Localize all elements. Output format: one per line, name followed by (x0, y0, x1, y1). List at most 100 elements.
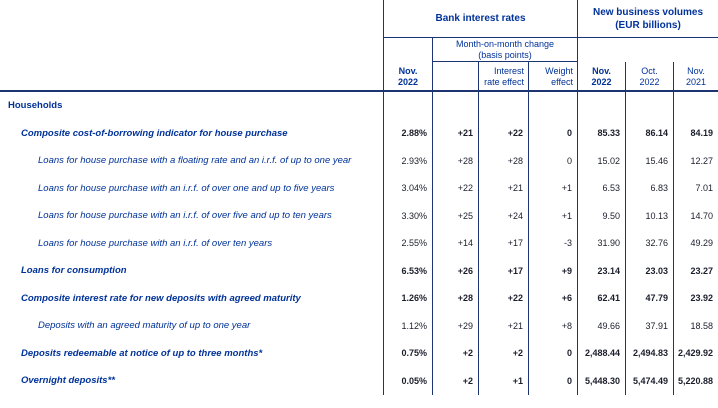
col-header-interest-rate-effect: Interest rate effect (478, 62, 528, 90)
vol-oct-2022-cell: 5,474.49 (625, 367, 673, 395)
change-cell: +29 (432, 312, 478, 340)
weight-effect-cell: 0 (528, 339, 577, 367)
change-cell (432, 92, 478, 120)
interest-effect-cell (478, 92, 528, 120)
col-header-line: 2022 (397, 77, 419, 88)
col-header-line: Weight (545, 66, 573, 77)
vol-nov-2022-cell: 31.90 (577, 229, 625, 257)
col-header-line: 2022 (639, 77, 660, 88)
rate-cell: 1.26% (383, 284, 432, 312)
rate-cell: 3.04% (383, 174, 432, 202)
change-cell: +2 (432, 367, 478, 395)
table-group-header: Bank interest rates New business volumes… (0, 0, 718, 38)
rate-cell (383, 92, 432, 120)
change-cell: +26 (432, 257, 478, 285)
change-cell: +25 (432, 202, 478, 230)
label-column-spacer (0, 38, 383, 62)
interest-effect-cell: +1 (478, 367, 528, 395)
row-label: Loans for house purchase with a floating… (38, 155, 352, 167)
header-divider-line (0, 90, 718, 92)
row-label: Loans for house purchase with an i.r.f. … (38, 182, 335, 194)
col-header-vol-oct-2022: Oct. 2022 (625, 62, 673, 90)
label-column-spacer (0, 62, 383, 90)
row-label: Deposits with an agreed maturity of up t… (38, 320, 251, 332)
change-cell: +14 (432, 229, 478, 257)
new-business-volumes-title: New business volumes (592, 6, 704, 18)
col-header-line: Oct. (641, 66, 658, 77)
weight-effect-cell: +1 (528, 202, 577, 230)
month-on-month-header: Month-on-month change (basis points) (432, 38, 577, 62)
weight-effect-cell: +8 (528, 312, 577, 340)
vol-nov-2022-cell: 5,448.30 (577, 367, 625, 395)
interest-effect-cell: +21 (478, 174, 528, 202)
weight-effect-cell: +9 (528, 257, 577, 285)
volumes-column-gap (577, 38, 718, 62)
row-label: Composite cost-of-borrowing indicator fo… (21, 127, 288, 139)
rate-cell: 0.75% (383, 339, 432, 367)
col-header-weight-effect: Weight effect (528, 62, 577, 90)
vol-nov-2022-cell: 9.50 (577, 202, 625, 230)
rate-cell: 2.88% (383, 119, 432, 147)
vol-nov-2022-cell: 23.14 (577, 257, 625, 285)
col-header-vol-nov-2021: Nov. 2021 (673, 62, 718, 90)
row-label: Households (8, 100, 63, 112)
vol-nov-2021-cell: 5,220.88 (673, 367, 718, 395)
col-header-line: rate effect (484, 77, 524, 88)
vol-nov-2021-cell (673, 92, 718, 120)
vol-nov-2022-cell: 2,488.44 (577, 339, 625, 367)
row-label: Composite interest rate for new deposits… (21, 292, 301, 304)
vol-oct-2022-cell: 47.79 (625, 284, 673, 312)
weight-effect-cell: -3 (528, 229, 577, 257)
change-cell: +28 (432, 284, 478, 312)
table-row: Loans for house purchase with an i.r.f. … (0, 174, 718, 202)
row-label: Deposits redeemable at notice of up to t… (21, 347, 263, 359)
weight-effect-cell: +6 (528, 284, 577, 312)
weight-effect-cell: 0 (528, 147, 577, 175)
vol-oct-2022-cell (625, 92, 673, 120)
table-column-headers: Nov. 2022 Interest rate effect Weight ef… (0, 62, 718, 90)
vol-oct-2022-cell: 23.03 (625, 257, 673, 285)
vol-oct-2022-cell: 86.14 (625, 119, 673, 147)
weight-effect-cell: 0 (528, 119, 577, 147)
change-cell: +21 (432, 119, 478, 147)
rate-cell: 1.12% (383, 312, 432, 340)
bank-interest-rates-header: Bank interest rates (383, 0, 577, 38)
vol-nov-2021-cell: 84.19 (673, 119, 718, 147)
interest-effect-cell: +17 (478, 229, 528, 257)
table-body: Households Composite cost-of-borrowing i… (0, 92, 718, 395)
vol-oct-2022-cell: 37.91 (625, 312, 673, 340)
bank-interest-rates-title: Bank interest rates (435, 13, 526, 24)
col-header-line: effect (551, 77, 573, 88)
interest-effect-cell: +22 (478, 119, 528, 147)
weight-effect-cell: +1 (528, 174, 577, 202)
table-row: Loans for house purchase with a floating… (0, 147, 718, 175)
vol-oct-2022-cell: 32.76 (625, 229, 673, 257)
eur-billions-subtitle: (EUR billions) (615, 19, 681, 31)
row-label: Overnight deposits** (21, 375, 115, 387)
vol-nov-2022-cell: 15.02 (577, 147, 625, 175)
table-row: Deposits redeemable at notice of up to t… (0, 339, 718, 367)
rate-cell: 2.93% (383, 147, 432, 175)
row-label: Loans for house purchase with an i.r.f. … (38, 237, 273, 249)
col-header-vol-nov-2022: Nov. 2022 (577, 62, 625, 90)
rate-column-gap (383, 38, 432, 62)
col-header-line: Nov. (398, 66, 418, 77)
interest-effect-cell: +21 (478, 312, 528, 340)
col-header-line: Nov. (687, 66, 705, 77)
rate-cell: 0.05% (383, 367, 432, 395)
col-header-line: Interest (493, 66, 524, 77)
new-business-volumes-header: New business volumes (EUR billions) (577, 0, 718, 38)
weight-effect-cell: 0 (528, 367, 577, 395)
table-row: Loans for consumption 6.53% +26 +17 +9 2… (0, 257, 718, 285)
vol-nov-2021-cell: 18.58 (673, 312, 718, 340)
table-row: Composite cost-of-borrowing indicator fo… (0, 119, 718, 147)
table-row: Composite interest rate for new deposits… (0, 284, 718, 312)
vol-oct-2022-cell: 2,494.83 (625, 339, 673, 367)
basis-points-label: (basis points) (478, 49, 532, 60)
col-header-line: 2022 (591, 77, 612, 88)
interest-effect-cell: +17 (478, 257, 528, 285)
vol-nov-2021-cell: 14.70 (673, 202, 718, 230)
interest-effect-cell: +2 (478, 339, 528, 367)
col-header-line: Nov. (592, 66, 611, 77)
